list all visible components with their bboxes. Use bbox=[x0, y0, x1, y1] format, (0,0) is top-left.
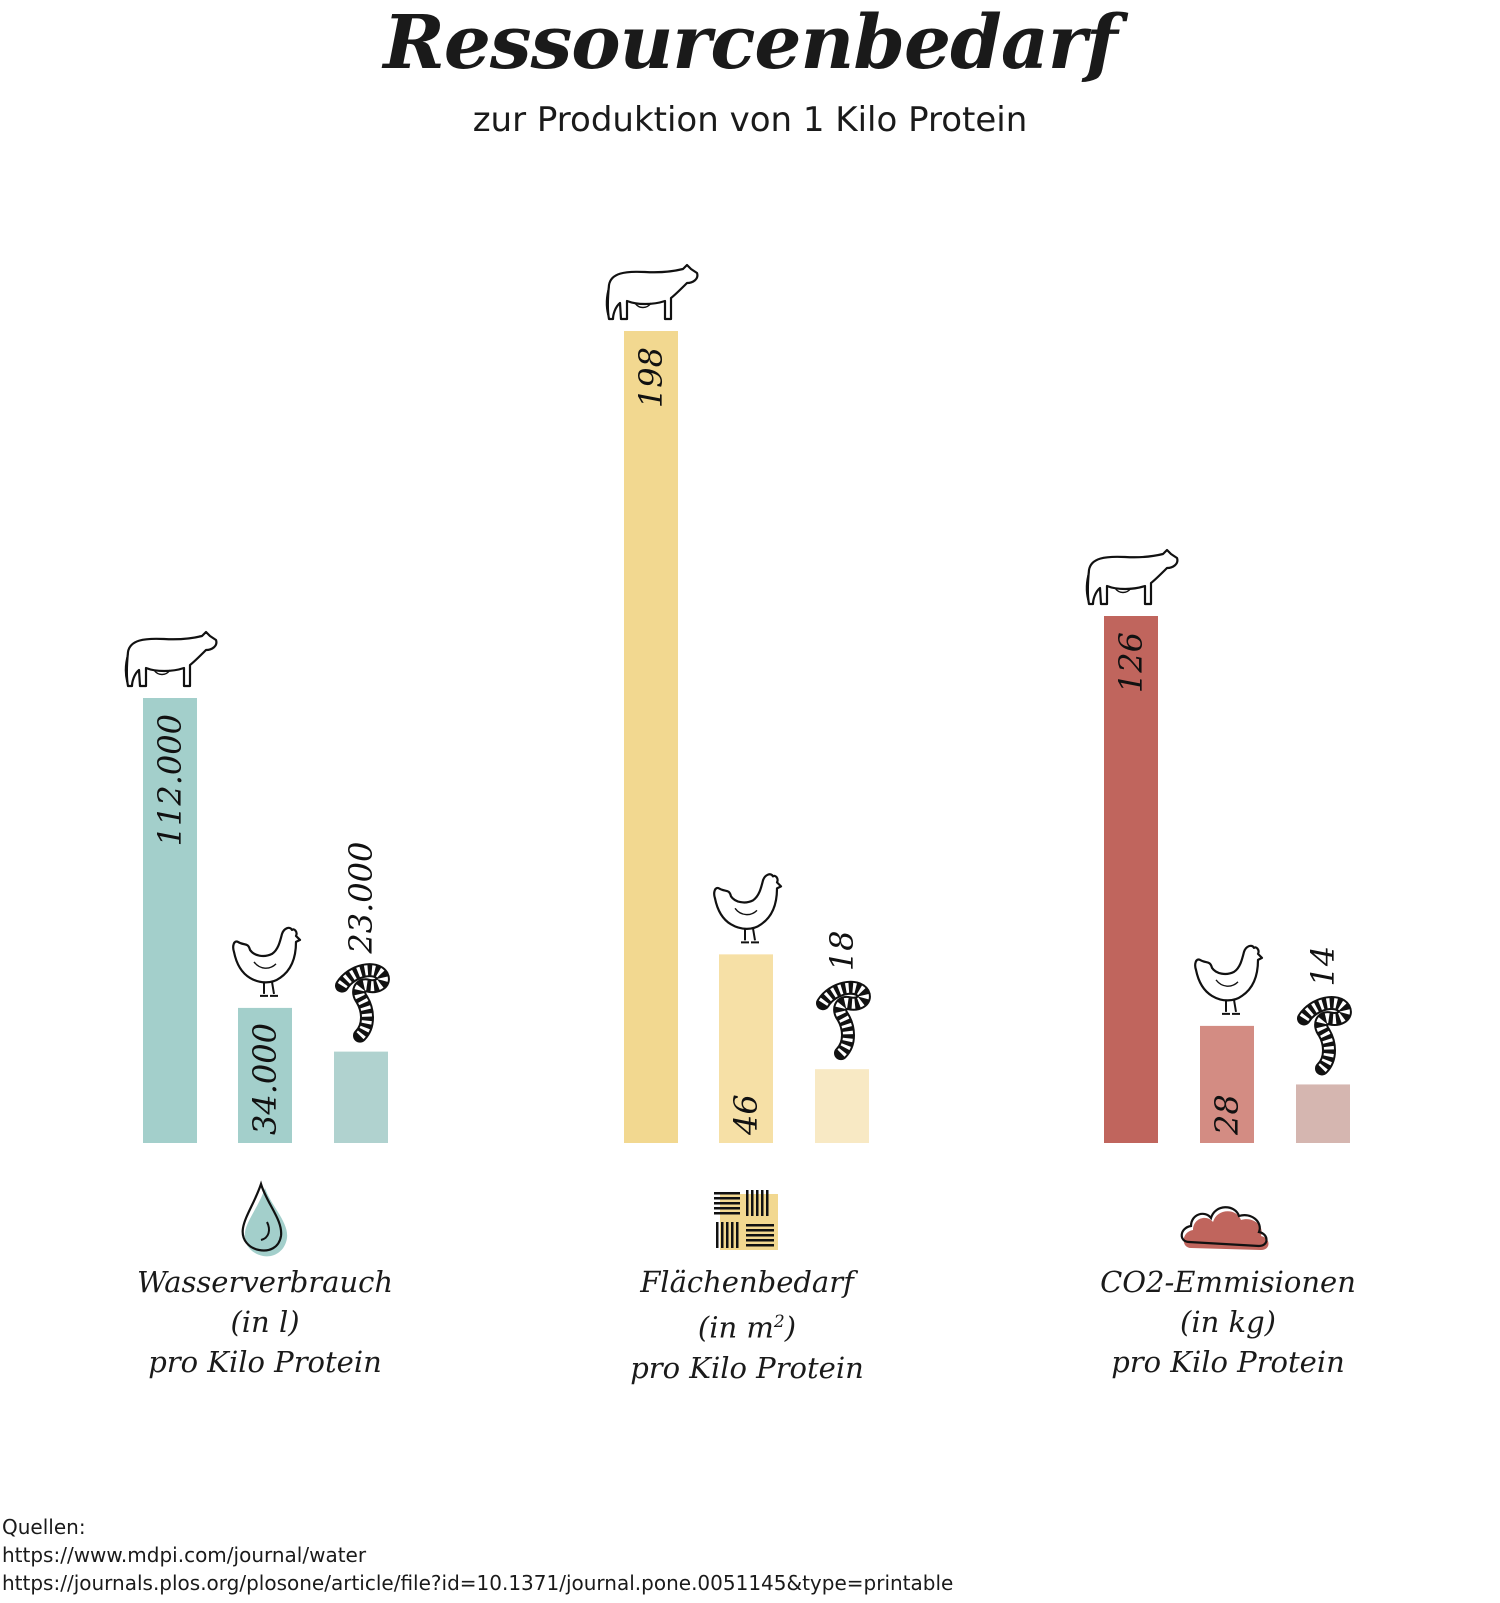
chart-title: Ressourcenbedarf bbox=[383, 0, 1117, 86]
land-label-line3: pro Kilo Protein bbox=[630, 1350, 864, 1385]
bar-2-1 bbox=[1200, 1025, 1254, 1143]
mealworm-icon bbox=[816, 980, 871, 1061]
sources: Quellen: https://www.mdpi.com/journal/wa… bbox=[2, 1513, 953, 1597]
cow-icon bbox=[605, 263, 699, 321]
cow-icon bbox=[124, 630, 218, 688]
group-label-water: Wasserverbrauch (in l) pro Kilo Protein bbox=[85, 1262, 445, 1382]
mealworm-icon bbox=[335, 963, 390, 1043]
chicken-icon bbox=[232, 926, 302, 997]
bar-2-0 bbox=[1104, 616, 1158, 1143]
land-label-unit: (in m bbox=[697, 1310, 774, 1345]
source-link-2[interactable]: https://journals.plos.org/plosone/articl… bbox=[2, 1571, 954, 1595]
co2-label-line1: CO2-Emmisionen bbox=[1100, 1265, 1356, 1299]
group-label-co2: CO2-Emmisionen (in kg) pro Kilo Protein bbox=[1048, 1262, 1408, 1382]
value-label-0-0: 112.000 bbox=[151, 714, 189, 846]
land-label-superscript: 2 bbox=[773, 1312, 785, 1332]
land-label-line1: Flächenbedarf bbox=[640, 1265, 854, 1299]
co2-label-line3: pro Kilo Protein bbox=[1111, 1345, 1345, 1379]
cow-icon bbox=[1085, 548, 1179, 606]
chart-subtitle: zur Produktion von 1 Kilo Protein bbox=[472, 100, 1028, 140]
chicken-icon bbox=[713, 873, 783, 944]
water-label-line2: (in l) bbox=[230, 1305, 300, 1339]
water-label-line3: pro Kilo Protein bbox=[148, 1345, 382, 1379]
bar-0-2 bbox=[334, 1051, 388, 1143]
value-label-0-1: 34.000 bbox=[246, 1023, 284, 1135]
value-label-1-0: 198 bbox=[632, 347, 670, 408]
bar-1-2 bbox=[815, 1069, 869, 1143]
group-label-land: Flächenbedarf (in m2) pro Kilo Protein bbox=[567, 1262, 927, 1388]
chicken-icon bbox=[1194, 944, 1264, 1015]
bar-0-0 bbox=[143, 698, 197, 1143]
mealworm-icon bbox=[1297, 996, 1352, 1076]
land-label-line2: (in m2) bbox=[567, 1302, 927, 1348]
co2-label-line2: (in kg) bbox=[1180, 1305, 1276, 1339]
bar-1-0 bbox=[624, 331, 678, 1143]
source-link-1[interactable]: https://www.mdpi.com/journal/water bbox=[2, 1543, 367, 1567]
land-label-close: ) bbox=[784, 1310, 797, 1345]
value-label-0-2: 23.000 bbox=[342, 842, 380, 955]
water-drop-icon bbox=[241, 1180, 288, 1257]
value-label-2-1: 28 bbox=[1208, 1094, 1246, 1136]
land-area-icon bbox=[714, 1190, 778, 1250]
bar-0-1 bbox=[238, 1007, 292, 1143]
water-label-line1: Wasserverbrauch bbox=[136, 1265, 394, 1299]
value-label-2-2: 14 bbox=[1304, 946, 1342, 987]
sources-heading: Quellen: bbox=[2, 1515, 86, 1539]
bar-chart-area: 112.000 34.000 23.000 198 46 18 126 28 14 bbox=[124, 263, 1352, 1257]
cloud-icon bbox=[1180, 1206, 1269, 1250]
value-label-1-2: 18 bbox=[823, 930, 861, 971]
value-label-2-0: 126 bbox=[1112, 632, 1150, 693]
bar-1-1 bbox=[719, 954, 773, 1143]
bar-2-2 bbox=[1296, 1084, 1350, 1143]
value-label-1-1: 46 bbox=[727, 1094, 765, 1136]
